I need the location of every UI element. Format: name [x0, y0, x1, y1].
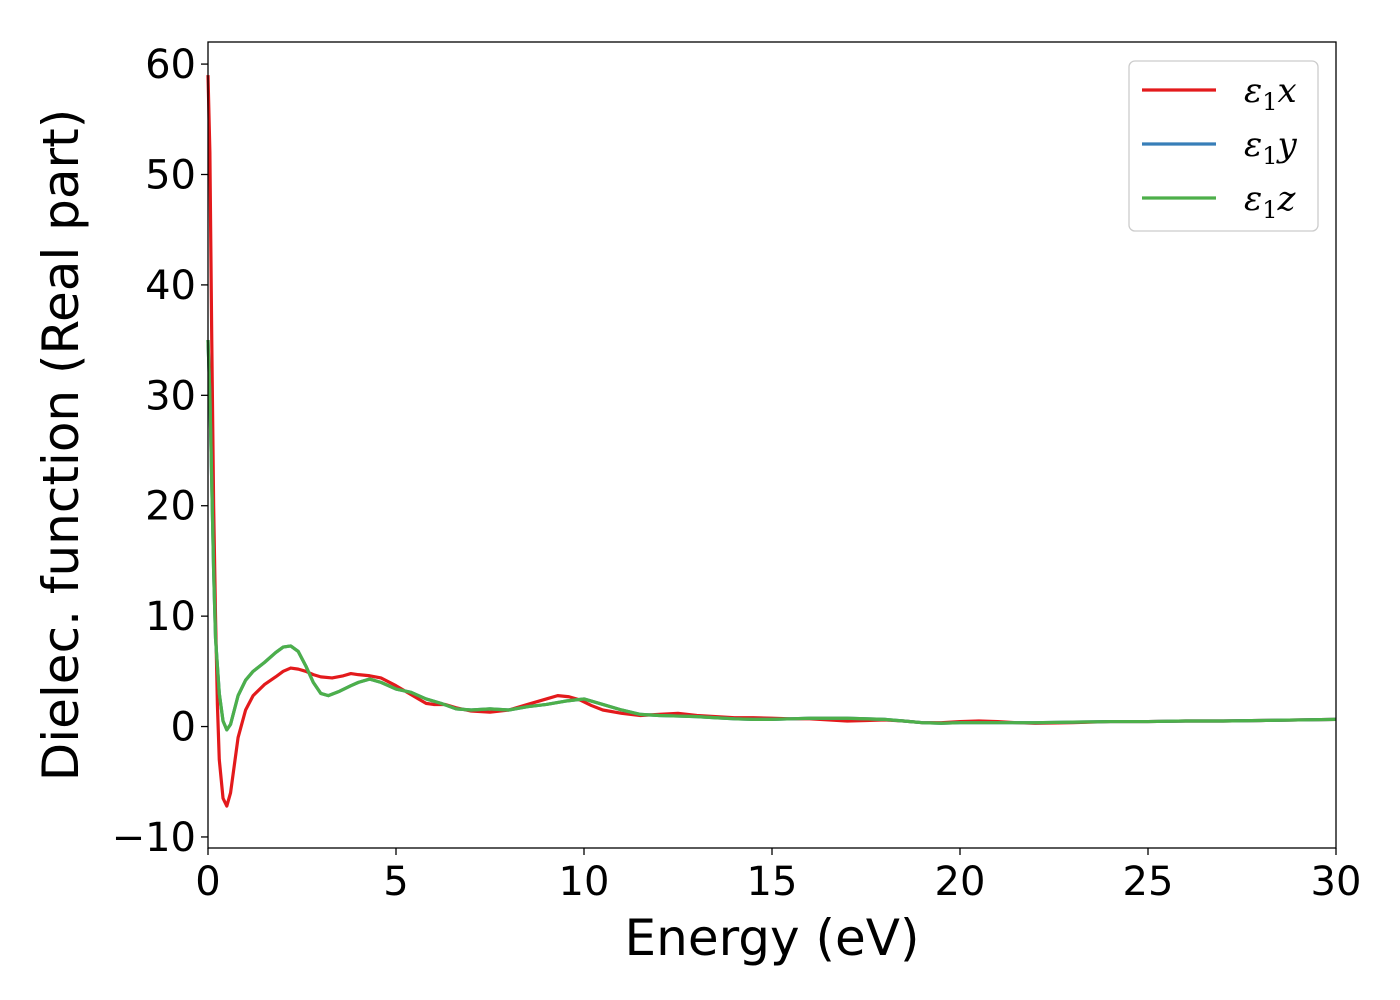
- y-tick-label: 0: [171, 705, 196, 751]
- legend-label-3: ε1z: [1244, 179, 1297, 224]
- legend-label-2: ε1y: [1244, 125, 1298, 170]
- y-axis-ticks: −10 0 10 20 30 40 50 60: [112, 42, 208, 861]
- y-tick-label: 40: [145, 263, 196, 309]
- x-tick-label: 15: [747, 859, 798, 905]
- x-tick-label: 5: [383, 859, 408, 905]
- x-tick-label: 20: [935, 859, 986, 905]
- y-tick-label: 60: [145, 42, 196, 88]
- y-tick-label: 50: [145, 152, 196, 198]
- y-tick-label: 20: [145, 484, 196, 530]
- y-tick-label: 10: [145, 594, 196, 640]
- series-line-3: [206, 340, 1337, 732]
- x-tick-label: 25: [1123, 859, 1174, 905]
- series-layer: [206, 75, 1337, 808]
- x-tick-label: 0: [195, 859, 220, 905]
- x-tick-label: 30: [1311, 859, 1362, 905]
- y-tick-label: −10: [112, 815, 196, 861]
- legend-frame: [1128, 60, 1319, 232]
- legend: ε1x ε1y ε1z: [1128, 60, 1319, 232]
- y-tick-label: 30: [145, 373, 196, 419]
- x-axis-label: Energy (eV): [625, 909, 920, 967]
- x-axis-ticks: 0 5 10 15 20 25 30: [195, 848, 1361, 905]
- legend-label-1: ε1x: [1244, 71, 1297, 116]
- y-axis-label: Dielec. function (Real part): [32, 109, 90, 781]
- x-tick-label: 10: [559, 859, 610, 905]
